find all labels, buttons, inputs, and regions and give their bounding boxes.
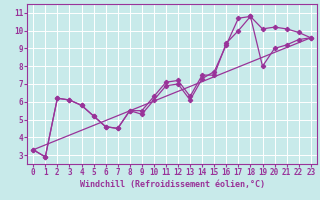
X-axis label: Windchill (Refroidissement éolien,°C): Windchill (Refroidissement éolien,°C) bbox=[79, 180, 265, 189]
